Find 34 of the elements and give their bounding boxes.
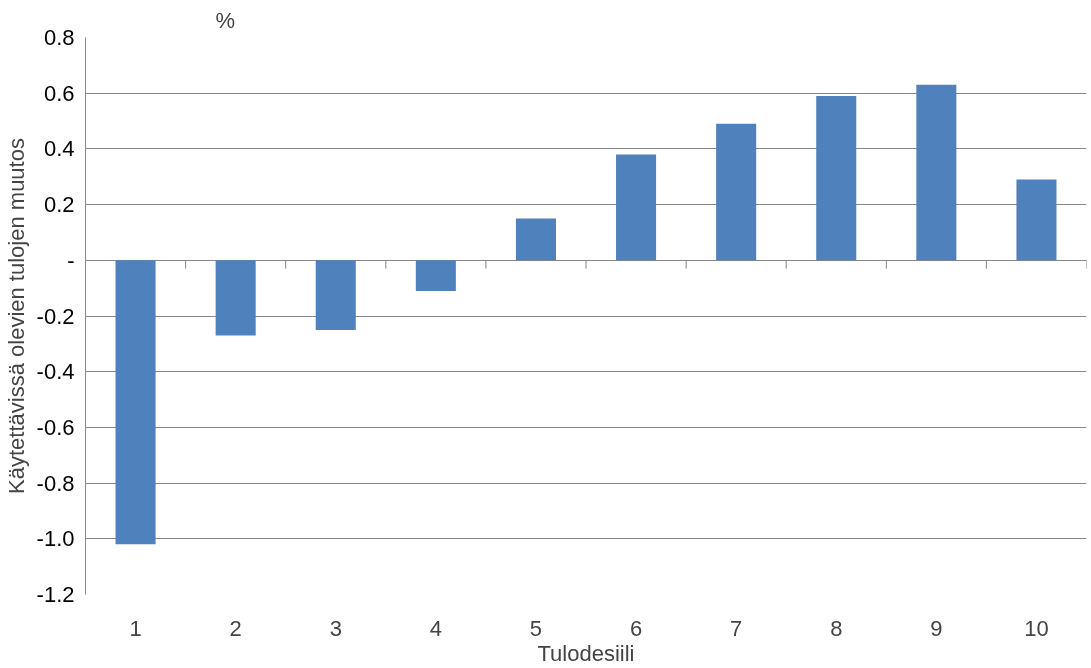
x-axis-title: Tulodesiili — [537, 640, 635, 666]
y-axis-title: Käytettävissä olevien tulojen muutos — [3, 138, 29, 494]
x-tick-label: 3 — [329, 615, 342, 641]
bar — [916, 84, 957, 261]
bar — [716, 123, 757, 261]
x-tick-label: 8 — [830, 615, 843, 641]
x-tick-label: 4 — [429, 615, 442, 641]
x-tick-label: 10 — [1024, 615, 1049, 641]
x-tick-label: 1 — [129, 615, 142, 641]
bar — [315, 260, 356, 330]
bar — [115, 260, 156, 545]
y-tick-label: 0.6 — [43, 80, 75, 106]
y-tick-label: -0.8 — [36, 470, 75, 496]
x-tick-label: 6 — [629, 615, 643, 641]
y-tick-label: - — [67, 247, 75, 273]
x-tick-label: 7 — [730, 615, 743, 641]
bar — [515, 218, 556, 261]
y-tick-label: -1.0 — [36, 526, 75, 552]
y-tick-label: 0.8 — [43, 25, 75, 50]
y-tick-label: 0.4 — [43, 136, 75, 162]
y-tick-label: 0.2 — [43, 192, 75, 218]
y-tick-label: -0.2 — [36, 303, 75, 329]
text: % — [215, 7, 236, 33]
y-tick-label: -0.4 — [36, 359, 75, 385]
x-tick-label: 9 — [930, 615, 943, 641]
x-tick-label: 2 — [229, 615, 242, 641]
y-tick-label: -1.2 — [36, 582, 75, 607]
x-tick-label: 5 — [529, 615, 543, 641]
bar — [616, 154, 657, 261]
bar — [1016, 179, 1057, 261]
bar — [415, 260, 456, 291]
y-tick-label: -0.6 — [36, 414, 75, 440]
bar — [215, 260, 256, 336]
bar — [816, 95, 857, 261]
